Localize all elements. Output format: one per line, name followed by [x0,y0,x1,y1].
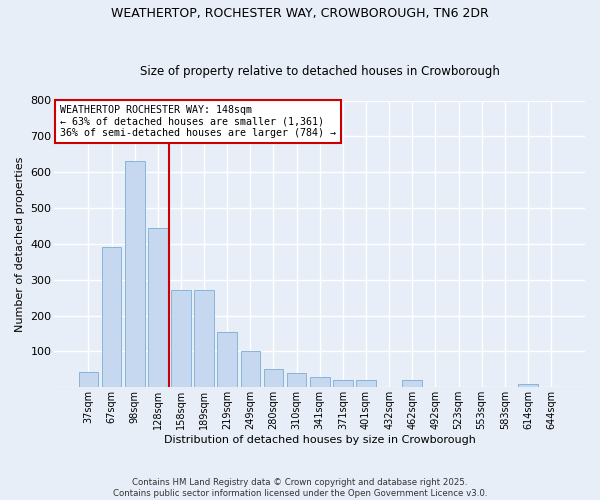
Bar [79,372,98,388]
Bar [310,378,329,388]
Bar [241,352,260,388]
Bar [148,228,167,388]
Bar [518,384,538,388]
Bar [125,162,145,388]
Bar [102,248,121,388]
Bar [403,380,422,388]
Text: Contains HM Land Registry data © Crown copyright and database right 2025.
Contai: Contains HM Land Registry data © Crown c… [113,478,487,498]
Bar [356,380,376,388]
Bar [263,370,283,388]
Bar [194,290,214,388]
Bar [171,290,191,388]
X-axis label: Distribution of detached houses by size in Crowborough: Distribution of detached houses by size … [164,435,476,445]
Bar [333,380,353,388]
Text: WEATHERTOP, ROCHESTER WAY, CROWBOROUGH, TN6 2DR: WEATHERTOP, ROCHESTER WAY, CROWBOROUGH, … [111,8,489,20]
Text: WEATHERTOP ROCHESTER WAY: 148sqm
← 63% of detached houses are smaller (1,361)
36: WEATHERTOP ROCHESTER WAY: 148sqm ← 63% o… [60,105,336,138]
Bar [217,332,237,388]
Title: Size of property relative to detached houses in Crowborough: Size of property relative to detached ho… [140,66,500,78]
Bar [287,373,307,388]
Y-axis label: Number of detached properties: Number of detached properties [15,156,25,332]
